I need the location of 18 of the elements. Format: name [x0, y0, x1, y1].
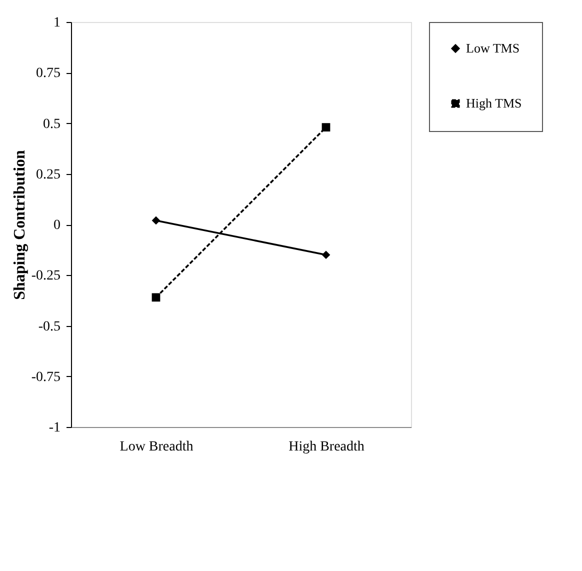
point — [152, 216, 160, 225]
point — [322, 250, 330, 260]
legend-label: Low TMS — [466, 40, 520, 56]
y-tick-label: 0 — [54, 218, 60, 233]
point — [152, 293, 160, 302]
y-tick-label: 0.75 — [36, 66, 60, 82]
legend-label: High TMS — [466, 96, 522, 110]
point — [322, 123, 330, 132]
y-tick-label: 0.25 — [36, 167, 60, 182]
y-tick-label: -0.5 — [38, 319, 60, 334]
y-tick-label: -0.75 — [31, 370, 60, 385]
y-axis-title: Shaping Contribution — [11, 150, 28, 300]
y-tick-label: -0.25 — [31, 268, 60, 284]
x-tick-label: High Breadth — [288, 440, 364, 454]
x-tick-label: Low Breadth — [120, 440, 194, 454]
y-tick-label: 0.5 — [43, 116, 60, 132]
y-tick-label: -1 — [48, 420, 60, 436]
y-tick-label: 1 — [54, 16, 60, 30]
